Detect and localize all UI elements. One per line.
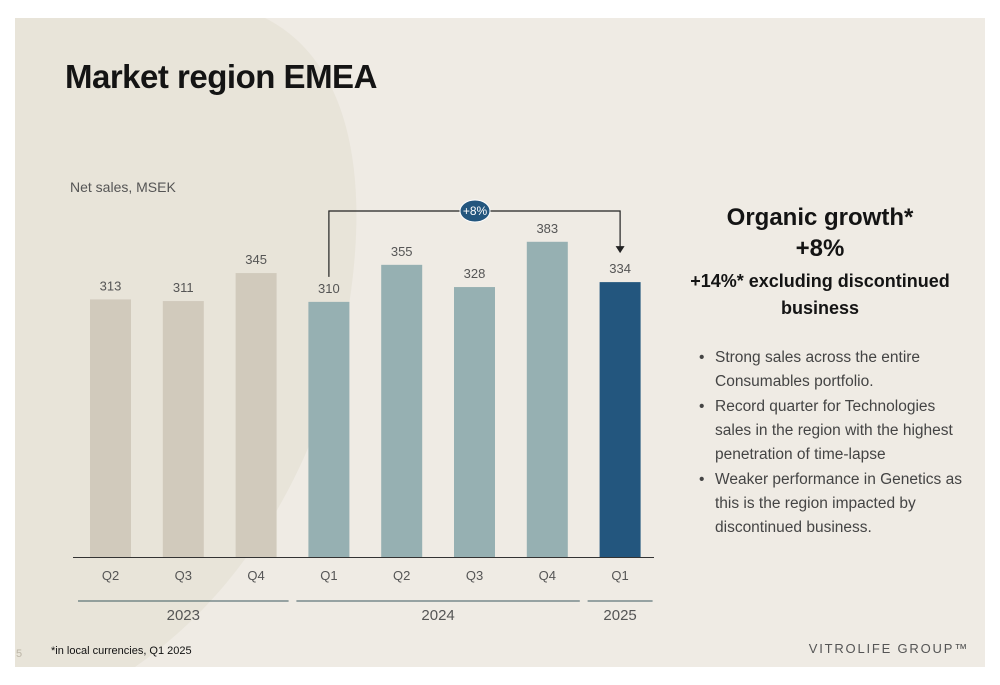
y-axis-label: Net sales, MSEK bbox=[70, 179, 176, 195]
x-tick-label: Q3 bbox=[175, 568, 192, 583]
organic-growth-subheading: +14%* excluding discontinued business bbox=[690, 271, 950, 318]
bullet-item: Weaker performance in Genetics as this i… bbox=[699, 468, 965, 540]
annotation-arrowhead bbox=[615, 246, 625, 254]
growth-badge-label: +8% bbox=[463, 204, 488, 218]
bar-value-label: 334 bbox=[609, 261, 631, 276]
x-tick-label: Q2 bbox=[393, 568, 410, 583]
bar-value-label: 311 bbox=[173, 280, 194, 295]
bar-value-label: 345 bbox=[245, 252, 267, 267]
x-tick-label: Q4 bbox=[539, 568, 556, 583]
bars-group: 313 311 345 310 355 328 383 334 bbox=[90, 221, 641, 557]
x-tick-label: Q3 bbox=[466, 568, 483, 583]
slide: Market region EMEA Net sales, MSEK +8% 3… bbox=[15, 18, 985, 667]
bar bbox=[454, 287, 495, 557]
footnote: *in local currencies, Q1 2025 bbox=[51, 645, 192, 657]
x-tick-label: Q1 bbox=[320, 568, 337, 583]
organic-growth-value: +8% bbox=[795, 235, 845, 262]
page-title: Market region EMEA bbox=[65, 58, 377, 95]
year-groups: 2023 2024 2025 bbox=[78, 600, 653, 624]
growth-badge bbox=[459, 199, 491, 223]
x-tick-label: Q4 bbox=[247, 568, 264, 583]
x-tick-labels: Q2 Q3 Q4 Q1 Q2 Q3 Q4 Q1 bbox=[102, 568, 629, 583]
bar-chart: Net sales, MSEK +8% 313 311 345 310 355 328 38… bbox=[70, 179, 654, 624]
bullet-item: Strong sales across the entire Consumabl… bbox=[699, 346, 965, 394]
company-logo: VITROLIFE GROUP™ bbox=[808, 641, 969, 656]
bar-value-label: 355 bbox=[391, 244, 413, 259]
bullet-item: Record quarter for Technologies sales in… bbox=[699, 395, 965, 467]
year-label: 2023 bbox=[167, 607, 200, 624]
bar bbox=[90, 299, 131, 557]
year-label: 2024 bbox=[421, 607, 454, 624]
organic-growth-heading: Organic growth* bbox=[726, 204, 914, 231]
growth-annotation: +8% bbox=[328, 199, 625, 277]
x-tick-label: Q2 bbox=[102, 568, 119, 583]
side-panel: Organic growth* +8% +14%* excluding disc… bbox=[675, 202, 965, 541]
bar bbox=[308, 301, 350, 557]
bar-value-label: 328 bbox=[464, 266, 486, 281]
bar-value-label: 383 bbox=[536, 221, 558, 236]
bar bbox=[235, 273, 277, 557]
bar bbox=[381, 264, 423, 557]
x-tick-label: Q1 bbox=[611, 568, 628, 583]
bar-value-label: 310 bbox=[318, 281, 340, 296]
bar-value-label: 313 bbox=[100, 278, 122, 293]
bar bbox=[162, 301, 204, 557]
year-label: 2025 bbox=[603, 607, 636, 624]
bar bbox=[526, 241, 568, 557]
page-number: 5 bbox=[16, 648, 23, 660]
bullet-list: Strong sales across the entire Consumabl… bbox=[675, 346, 965, 540]
bar bbox=[599, 282, 641, 557]
